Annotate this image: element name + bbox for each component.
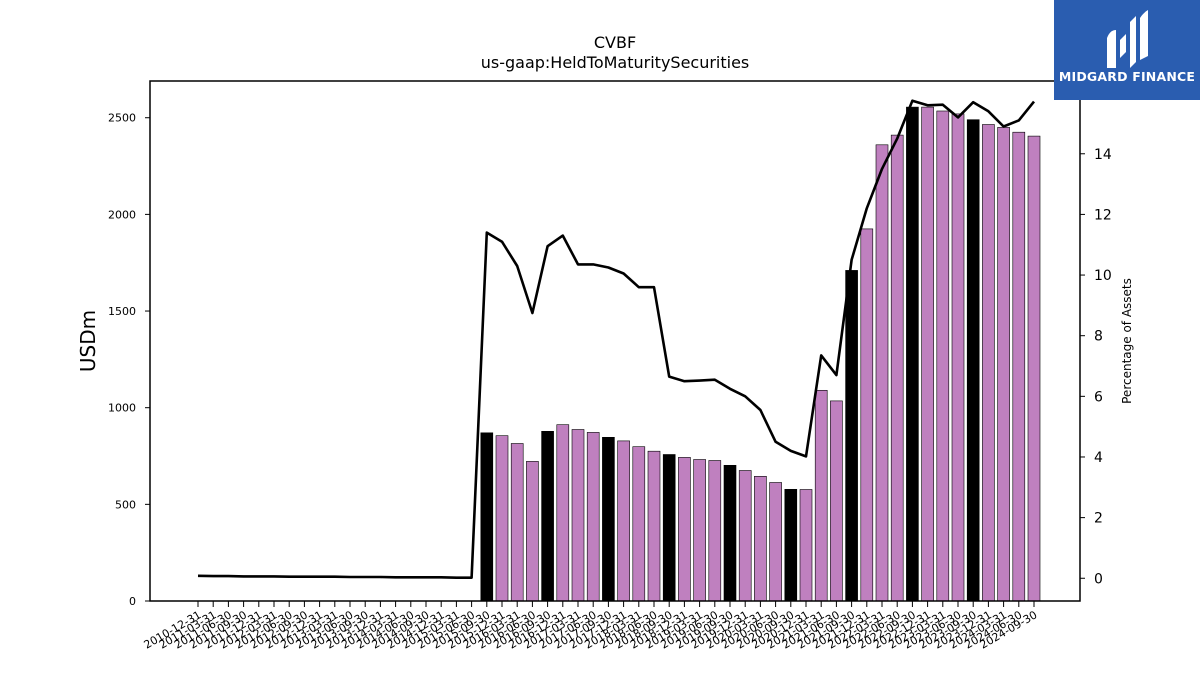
plot-frame (149, 80, 1081, 602)
bar-2017-12-31 (617, 440, 630, 602)
bar-2017-06-30 (586, 432, 600, 602)
bar-2018-03-31 (632, 446, 646, 602)
y-tick-label: 2500 (108, 112, 136, 125)
bar-2016-06-30 (526, 461, 539, 602)
bar-2023-06-30 (951, 113, 965, 602)
logo-background (1054, 0, 1200, 100)
chart-subtitle: us-gaap:HeldToMaturitySecurities (481, 53, 750, 72)
bar-2023-12-31 (982, 124, 995, 602)
y2-tick-label: 2 (1094, 511, 1103, 527)
midgard-finance-logo: MIDGARD FINANCE (1054, 0, 1200, 100)
bar-series (480, 106, 1041, 602)
y2-tick-label: 6 (1094, 389, 1103, 405)
bar-2017-09-30 (602, 436, 615, 602)
bar-2015-12-31 (495, 435, 509, 602)
x-axis: 2010-12-312011-03-312011-06-302011-09-30… (142, 601, 1040, 652)
bar-2018-09-30 (662, 454, 676, 602)
bar-2017-03-31 (571, 429, 585, 602)
bar-2020-12-31 (799, 489, 813, 602)
y2-axis-label: Percentage of Assets (1120, 278, 1134, 404)
midgard-finance-logo-icon (1107, 10, 1148, 68)
y-axis-label: USDm (76, 310, 100, 372)
bar-2019-12-31 (738, 470, 752, 602)
bar-2020-09-30 (784, 488, 798, 602)
bar-2022-09-30 (906, 106, 919, 602)
plot-area (149, 80, 1081, 602)
bar-2022-06-30 (890, 134, 904, 602)
y2-tick-label: 8 (1094, 329, 1103, 345)
bar-2019-06-30 (708, 460, 722, 602)
chart-title: CVBF (594, 33, 636, 52)
bar-2022-03-31 (875, 144, 889, 602)
bar-2022-12-31 (921, 106, 934, 602)
y2-tick-label: 10 (1094, 268, 1112, 284)
bar-2024-09-30 (1027, 135, 1041, 602)
y-tick-label: 500 (115, 498, 136, 511)
bar-2018-12-31 (678, 457, 691, 602)
bar-2020-06-30 (769, 482, 782, 602)
bar-2016-12-31 (556, 424, 570, 602)
bar-2016-03-31 (510, 443, 524, 602)
bar-2021-09-30 (845, 270, 858, 602)
y2-tick-label: 14 (1094, 147, 1112, 163)
bar-2021-03-31 (814, 389, 828, 602)
bar-2023-03-31 (936, 110, 950, 602)
bar-2019-09-30 (723, 464, 737, 602)
y-tick-label: 2000 (108, 208, 136, 221)
bar-2020-03-31 (754, 475, 767, 602)
y2-tick-label: 4 (1094, 450, 1103, 466)
y-tick-label: 1500 (108, 305, 136, 318)
bar-2018-06-30 (647, 450, 661, 602)
y-tick-label: 1000 (108, 402, 136, 415)
bar-2024-06-30 (1012, 131, 1026, 602)
percentage-line (197, 99, 1036, 580)
bar-2015-09-30 (480, 432, 494, 602)
bar-2016-09-30 (541, 430, 554, 602)
bar-2021-12-31 (860, 228, 874, 602)
bar-2021-06-30 (830, 400, 843, 602)
bar-2023-09-30 (966, 119, 980, 602)
logo-text: MIDGARD FINANCE (1059, 69, 1195, 84)
y2-tick-label: 12 (1094, 207, 1112, 223)
bar-2019-03-31 (693, 459, 706, 602)
y2-tick-label: 0 (1094, 571, 1103, 587)
y-axis-right: 0 2 4 6 8 10 12 14 (1080, 147, 1112, 587)
bar-2024-03-31 (997, 127, 1010, 602)
y-tick-label: 0 (129, 595, 136, 608)
y-axis-left: 0 500 1000 1500 2000 2500 (108, 112, 150, 608)
